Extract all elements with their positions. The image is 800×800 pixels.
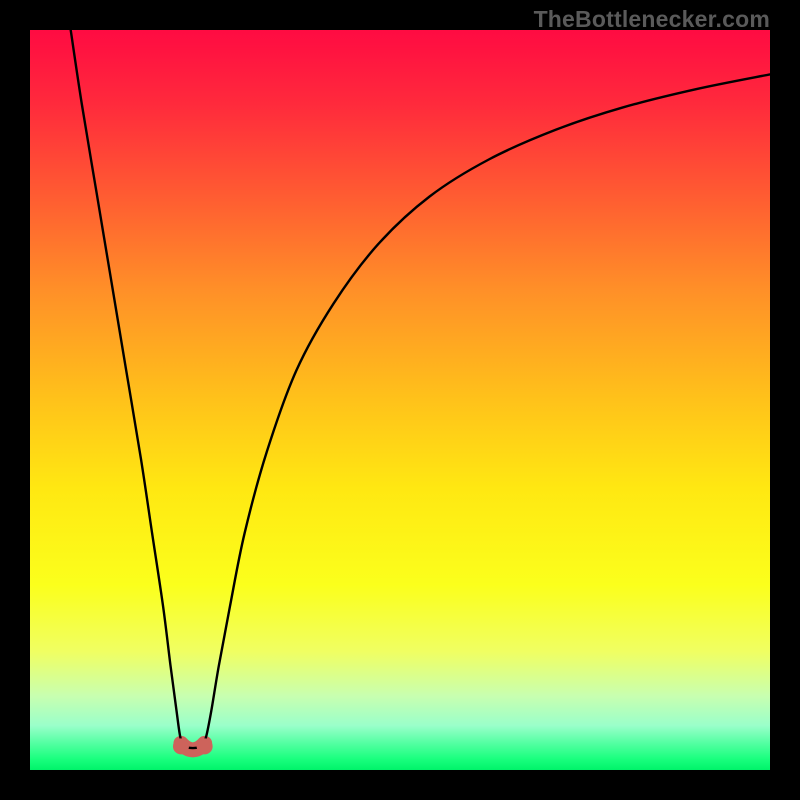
chart-frame: TheBottlenecker.com xyxy=(0,0,800,800)
trough-marker xyxy=(197,738,213,754)
plot-svg xyxy=(30,30,770,770)
trough-marker xyxy=(173,738,189,754)
watermark-text: TheBottlenecker.com xyxy=(534,6,770,33)
gradient-background xyxy=(30,30,770,770)
plot-area xyxy=(30,30,770,770)
